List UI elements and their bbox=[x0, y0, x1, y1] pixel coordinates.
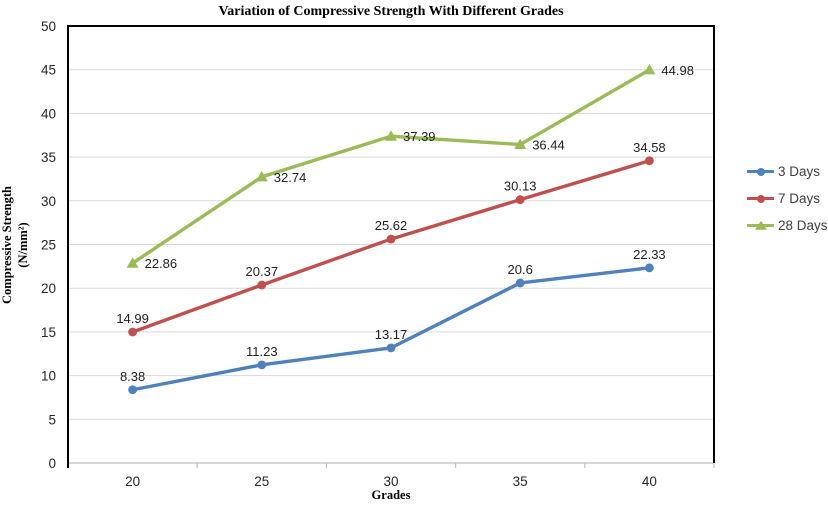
data-label-3-days: 22.33 bbox=[633, 247, 666, 262]
legend-line-7-days bbox=[747, 194, 774, 203]
y-tick-label: 35 bbox=[41, 150, 56, 165]
x-tick-label: 40 bbox=[642, 474, 657, 489]
legend-circle-icon bbox=[756, 167, 765, 176]
y-tick-label: 20 bbox=[41, 281, 56, 296]
legend-line-3-days bbox=[747, 167, 774, 176]
x-tick-label: 35 bbox=[513, 474, 528, 489]
legend-triangle-icon bbox=[754, 220, 767, 230]
x-tick-label: 25 bbox=[254, 474, 269, 489]
data-label-7-days: 25.62 bbox=[375, 218, 408, 233]
series-marker-28-days bbox=[385, 130, 397, 141]
data-label-3-days: 20.6 bbox=[508, 262, 533, 277]
series-marker-3-days bbox=[645, 263, 654, 273]
series-marker-7-days bbox=[128, 327, 138, 337]
series-marker-7-days bbox=[645, 156, 654, 166]
y-tick-label: 50 bbox=[41, 19, 56, 34]
data-label-7-days: 14.99 bbox=[116, 311, 149, 326]
legend-label: 3 Days bbox=[778, 164, 821, 179]
data-label-7-days: 34.58 bbox=[633, 140, 666, 155]
series-marker-7-days bbox=[257, 280, 267, 290]
chart-title: Variation of Compressive Strength With D… bbox=[218, 4, 564, 19]
legend: 3 Days 7 Days 28 Days bbox=[747, 162, 828, 235]
y-tick-label: 25 bbox=[41, 238, 56, 253]
series-line-7-days bbox=[130, 159, 652, 334]
data-label-7-days: 30.13 bbox=[504, 179, 537, 194]
legend-line-28-days bbox=[747, 220, 774, 230]
x-tick-label: 30 bbox=[383, 474, 398, 489]
data-label-3-days: 8.38 bbox=[120, 369, 145, 384]
legend-item-28-days: 28 Days bbox=[747, 216, 828, 235]
data-label-28-days: 37.39 bbox=[403, 129, 436, 144]
x-tick-label: 20 bbox=[125, 474, 140, 489]
y-tick-label: 30 bbox=[41, 194, 56, 209]
y-tick-label: 45 bbox=[41, 63, 56, 78]
series-marker-3-days bbox=[128, 385, 138, 395]
y-tick-label: 40 bbox=[41, 106, 56, 121]
series-marker-28-days bbox=[255, 170, 268, 182]
data-label-28-days: 44.98 bbox=[661, 63, 694, 78]
data-label-28-days: 36.44 bbox=[532, 138, 565, 153]
series-marker-3-days bbox=[386, 343, 396, 353]
legend-label: 7 Days bbox=[778, 191, 821, 206]
legend-circle-icon bbox=[756, 194, 765, 203]
data-label-28-days: 32.74 bbox=[274, 170, 307, 185]
series-marker-3-days bbox=[257, 360, 267, 370]
series-marker-28-days bbox=[126, 257, 139, 268]
series-marker-3-days bbox=[515, 278, 525, 288]
series-marker-7-days bbox=[515, 195, 525, 205]
series-marker-7-days bbox=[386, 234, 396, 244]
data-label-7-days: 20.37 bbox=[246, 264, 279, 279]
y-tick-label: 15 bbox=[41, 325, 56, 340]
y-tick-label: 10 bbox=[41, 369, 56, 384]
data-label-3-days: 13.17 bbox=[375, 327, 408, 342]
y-tick-label: 0 bbox=[48, 456, 56, 471]
y-tick-label: 5 bbox=[48, 412, 56, 427]
legend-item-7-days: 7 Days bbox=[747, 189, 828, 208]
legend-item-3-days: 3 Days bbox=[747, 162, 828, 181]
series-line-28-days bbox=[130, 68, 652, 265]
series-marker-28-days bbox=[514, 138, 527, 150]
x-axis-title: Grades bbox=[371, 488, 411, 502]
legend-label: 28 Days bbox=[778, 218, 828, 233]
data-label-3-days: 11.23 bbox=[246, 344, 278, 359]
series-marker-28-days bbox=[643, 63, 656, 75]
data-label-28-days: 22.86 bbox=[145, 256, 178, 271]
